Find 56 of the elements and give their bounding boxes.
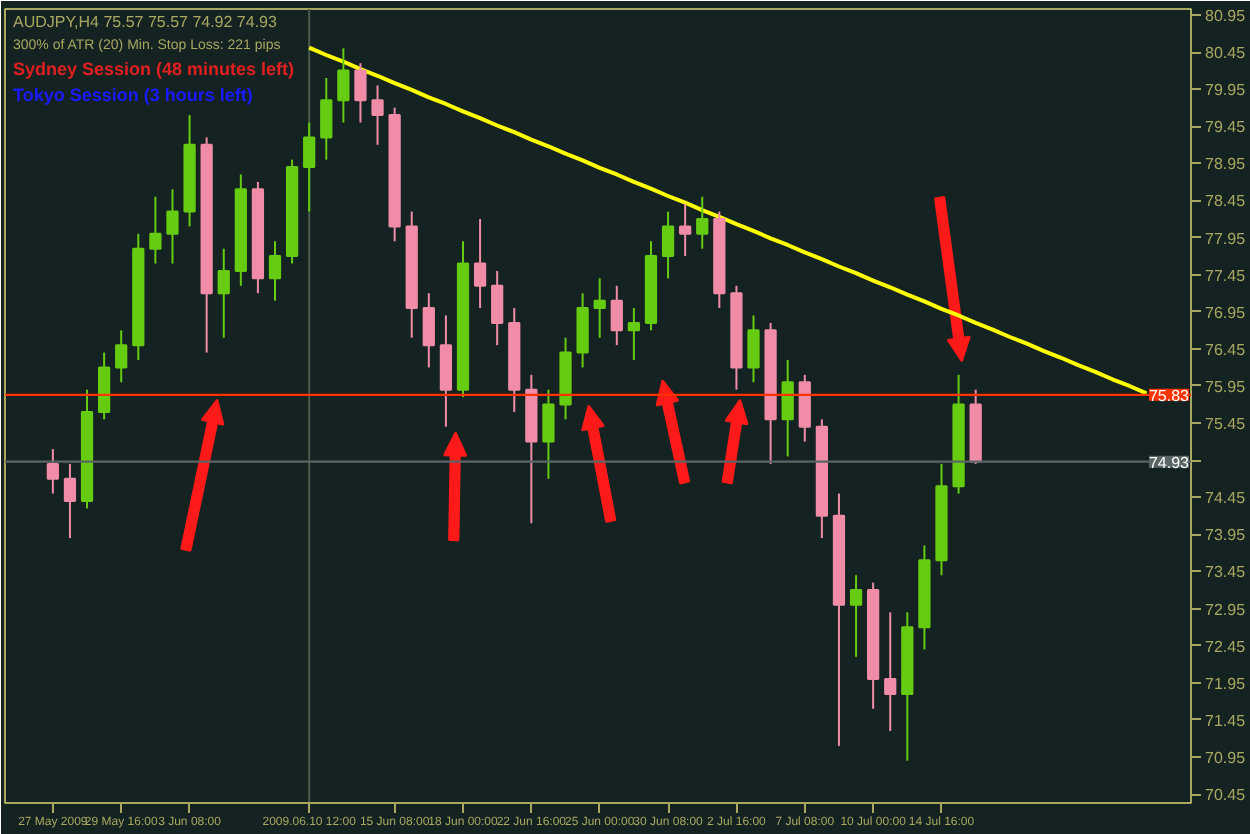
candlestick [627,307,641,361]
candlestick [217,247,230,339]
candlestick [63,462,77,540]
candlestick [303,121,316,213]
candlestick [473,218,487,310]
y-tick-label: 70.45 [1205,786,1247,805]
y-tick-label: 79.45 [1205,118,1247,137]
y-tick-label: 73.45 [1205,563,1247,582]
annotation: Tokyo Session (3 hours left) [13,85,253,105]
ref-line-label: 74.93 [1148,453,1191,472]
candlestick [46,448,59,495]
candlestick [166,188,179,265]
candlestick [849,574,863,658]
y-tick-label: 75.45 [1205,415,1247,434]
candlestick [576,292,589,369]
y-tick-label: 74.45 [1205,489,1247,508]
annotation: Sydney Session (48 minutes left) [13,59,295,79]
candlestick [696,195,709,250]
candlestick [268,240,282,302]
y-tick-label: 77.45 [1205,266,1247,285]
candlestick [371,84,384,146]
y-tick-label: 80.95 [1205,6,1247,25]
y-tick-label: 79.95 [1205,81,1247,100]
candlestick [115,329,128,384]
candlestick [593,277,606,339]
candlestick [337,47,350,124]
y-tick-label: 77.95 [1205,229,1247,248]
candlestick [320,77,333,161]
candlestick [97,351,111,421]
candlestick [439,314,453,428]
candlestick [422,292,435,369]
chart-title: AUDJPY,H4 75.57 75.57 74.92 74.93 [13,13,278,31]
y-tick-label: 76.45 [1205,340,1247,359]
candlestick [491,269,504,347]
candlestick [542,388,555,480]
y-tick-label: 75.95 [1205,377,1247,396]
candlestick [798,373,811,443]
candlestick [354,62,367,124]
y-tick-label: 70.95 [1205,748,1247,767]
candlestick [679,203,692,258]
y-tick-label: 71.45 [1205,711,1247,730]
candlestick [747,314,760,384]
y-tick-label: 71.95 [1205,674,1247,693]
y-tick-label: 78.95 [1205,155,1247,174]
candlestick [884,611,897,733]
y-tick-label: 80.45 [1205,44,1247,63]
candlestick [149,195,162,265]
y-tick-label: 73.95 [1205,526,1247,545]
y-tick-label: 76.95 [1205,303,1247,322]
candlestick [661,210,675,280]
ref-line-label: 75.83 [1148,386,1191,405]
candlestick [610,284,623,347]
candlestick [781,358,794,458]
y-tick-label: 72.45 [1205,637,1247,656]
y-tick-label: 78.45 [1205,192,1247,211]
y-tick-label: 72.95 [1205,600,1247,619]
